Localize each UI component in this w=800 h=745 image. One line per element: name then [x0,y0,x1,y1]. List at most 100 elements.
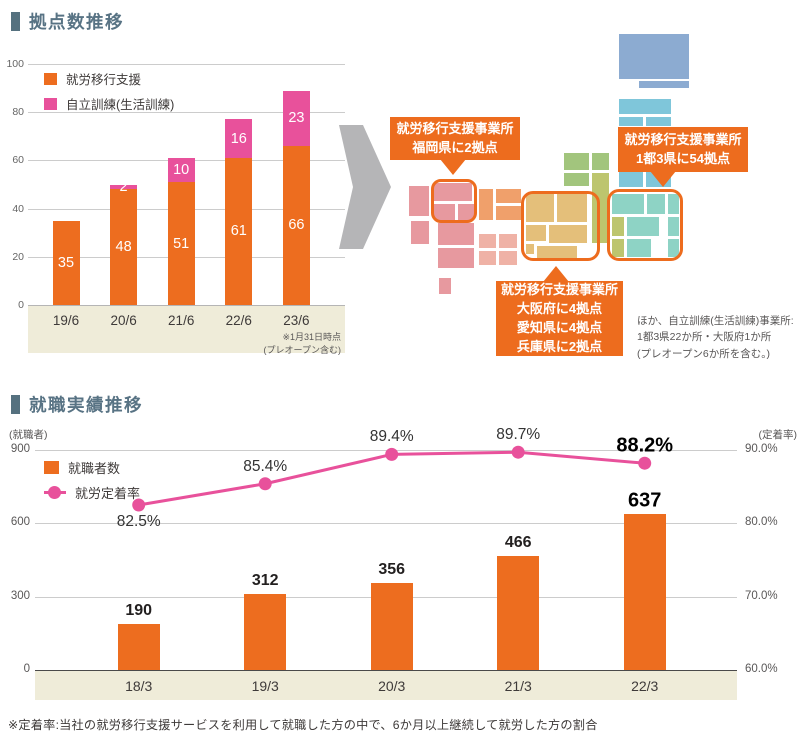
x-axis-band [35,671,737,700]
left-tick-label: 300 [10,589,30,602]
map-block-kyushu [410,220,430,245]
bar-employed-count [117,623,160,670]
right-tick-label: 70.0% [745,589,778,602]
percent-label: 89.7% [496,426,541,444]
bar-segment-value: 66 [288,217,305,234]
map-block-tohoku [645,116,672,127]
bar-segment-value: 35 [57,254,75,271]
map-block-kinki [556,193,588,223]
percent-label: 85.4% [243,457,288,475]
map-side-note: ほか、自立訓練(生活訓練)事業所: 1都3県22か所・大阪府1か所 (プレオープ… [637,315,794,360]
bar-segment-pink [282,90,310,146]
category-label: 20/6 [110,313,137,328]
section1-header: 拠点数推移 [11,9,124,34]
bar-employed-count [370,582,413,670]
y-tick-label: 60 [12,154,24,167]
bar-segment-value: 23 [288,110,305,127]
category-label: 21/6 [168,313,195,328]
map-block-shikoku [478,250,497,266]
bar-segment-value: 51 [173,235,190,252]
flow-arrow-shape [339,125,391,249]
bar-employed-count [623,514,666,670]
callout-fukuoka-arrow-icon [440,159,466,175]
percent-label: 88.2% [616,434,674,457]
map-block-kanto [646,193,666,215]
map-block-shikoku [478,233,497,249]
map-block-kyushu [438,277,452,295]
orange-swatch-icon [44,461,59,474]
map-block-kanto [626,238,652,258]
map-block-chubu-olive [611,216,625,237]
bar-employed-count [244,593,287,670]
category-label: 21/3 [504,678,532,694]
y-tick-label: 20 [12,250,24,263]
gridline [35,523,737,525]
bar-segment-pink [167,157,195,183]
bar-segment-orange [52,220,80,305]
section2-bullet [11,395,20,414]
bar-value-label: 312 [251,571,279,589]
left-tick-label: 900 [10,443,30,455]
callout-kansai-arrow-icon [543,266,569,282]
category-label: 23/6 [283,313,310,328]
bar-segment-orange [282,145,310,305]
category-label: 18/3 [125,678,153,694]
bar-value-label: 637 [628,489,662,512]
kinki-circle [521,191,600,261]
section1-bullet [11,12,20,31]
bar-segment-orange [110,189,138,305]
section2-header: 就職実績推移 [11,392,143,417]
map-block-chubu-green [563,152,590,171]
gridline [28,112,345,114]
legend-label: 就労定着率 [75,486,141,501]
bar-segment-pink [110,184,138,190]
y-tick-label: 40 [12,202,24,215]
category-label: 19/3 [251,678,279,694]
y-tick-label: 100 [6,58,24,70]
right-axis-unit: (定着率) [758,429,798,441]
asof-note-line2: (プレオープン含む) [263,344,341,355]
map-block-kanto [667,216,680,237]
map-block-shikoku [498,233,518,249]
legend-item-employed-count: 就職者数 [44,458,140,477]
percent-label: 89.4% [369,428,414,446]
map-block-shikoku [498,250,518,266]
right-tick-label: 90.0% [745,443,778,455]
bar-employed-count [497,556,540,670]
section2-title: 就職実績推移 [29,395,143,415]
map-block-tohoku [618,98,672,115]
callout-kanto: 就労移行支援事業所 1都3県に54拠点 [618,127,748,172]
bar-value-label: 466 [504,534,532,552]
map-block-kyushu [437,222,475,246]
map-block-hokkaido [638,80,690,89]
bar-value-label: 190 [125,601,153,619]
percent-label: 82.5% [116,513,161,530]
japan-map: 就労移行支援事業所 福岡県に2拠点 就労移行支援事業所 1都3県に54拠点 就労移行… [390,25,800,365]
legend-label: 就職者数 [68,461,121,476]
map-block-kanto [626,216,660,237]
left-tick-label: 600 [10,516,30,529]
employment-chart-legend: 就職者数 就労定着率 [44,458,140,502]
flow-arrow-icon [339,125,391,249]
y-tick-label: 0 [18,299,24,311]
map-block-kinki [548,224,588,244]
category-label: 22/3 [631,678,659,694]
map-block-kinki [525,224,547,242]
legend-item-independence-training: 自立訓練(生活訓練) [44,94,174,113]
asof-note: ※1月31日時点 (プレオープン含む) [240,331,341,356]
bar-value-label: 356 [378,560,406,578]
left-tick-label: 0 [23,663,30,675]
bar-segment-value: 16 [230,130,247,147]
pink-swatch-icon [44,97,57,110]
line-dot-swatch-icon [44,486,66,499]
map-block-chugoku [478,188,494,221]
bar-segment-orange [225,157,253,305]
callout-kanto-arrow-icon [650,171,676,187]
map-block-tohoku [618,116,644,127]
right-tick-label: 60.0% [745,663,778,675]
locations-chart-legend: 就労移行支援 自立訓練(生活訓練) [44,69,174,113]
gridline [28,305,345,306]
dot-swatch [48,486,61,499]
